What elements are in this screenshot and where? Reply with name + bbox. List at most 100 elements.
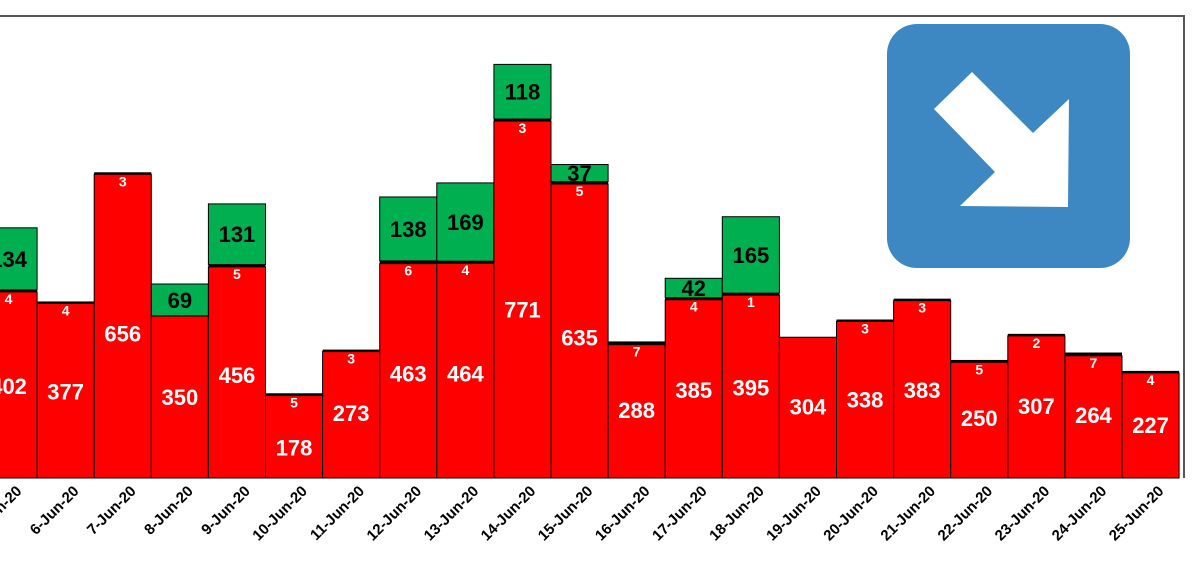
bar-red-segment [721, 294, 780, 479]
bar-black-segment [1007, 333, 1065, 336]
bar-red-segment [1121, 372, 1180, 479]
bar-black-segment [94, 172, 152, 175]
data-label-black: 4 [1147, 372, 1155, 388]
data-label-green: 138 [390, 217, 427, 242]
data-label-black: 5 [576, 183, 584, 199]
x-tick-label: 14-Jun-20 [478, 483, 540, 545]
data-label-green: 37 [567, 161, 591, 186]
bar-black-segment [265, 393, 323, 396]
bar-red-segment [950, 361, 1009, 479]
data-label-red: 456 [219, 363, 256, 388]
data-label-black: 4 [62, 302, 70, 318]
bar-red-segment [36, 302, 95, 479]
data-label-red: 464 [447, 361, 484, 386]
bar-black-segment [0, 289, 38, 292]
x-tick-label: 8-Jun-20 [141, 483, 197, 539]
data-label-red: 288 [618, 398, 655, 423]
bar-black-segment [722, 293, 780, 296]
bar-black-segment [436, 261, 494, 264]
data-label-red: 307 [1018, 394, 1055, 419]
data-label-red: 383 [904, 378, 941, 403]
bar-red-segment [778, 336, 838, 479]
bar-black-segment [551, 181, 609, 184]
data-label-green: 131 [219, 222, 256, 247]
data-label-black: 5 [233, 266, 241, 282]
data-label-red: 338 [847, 388, 884, 413]
bar-green-segment [150, 283, 209, 317]
bar-green-segment [436, 182, 495, 262]
bar-black-segment [1122, 370, 1180, 373]
data-label-red: 250 [961, 406, 998, 431]
data-label-red: 178 [276, 436, 313, 461]
bar-black-segment [608, 341, 666, 345]
data-label-green: 42 [682, 276, 706, 301]
x-tick-label: 18-Jun-20 [706, 483, 768, 545]
bar-red-segment [550, 183, 609, 479]
x-tick-label: 25-Jun-20 [1106, 483, 1168, 545]
x-tick-label: 20-Jun-20 [820, 483, 882, 545]
bar-black-segment [379, 260, 437, 264]
bar-red-segment [893, 300, 952, 479]
bar-red-segment [607, 344, 666, 479]
data-label-black: 7 [1090, 355, 1098, 371]
data-label-green: 69 [168, 288, 192, 313]
bar-green-segment [493, 63, 552, 120]
data-label-black: 4 [690, 299, 698, 315]
data-label-black: 5 [975, 361, 983, 377]
data-label-red: 385 [675, 378, 712, 403]
x-tick-label: 17-Jun-20 [649, 483, 711, 545]
bar-green-segment [721, 216, 780, 294]
x-tick-label: 22-Jun-20 [935, 483, 997, 545]
x-tick-label: 7-Jun-20 [84, 483, 140, 539]
x-tick-label: 24-Jun-20 [1049, 483, 1111, 545]
bar-red-segment [207, 266, 266, 479]
data-label-black: 3 [918, 300, 926, 316]
x-tick-label: 9-Jun-20 [198, 483, 254, 539]
x-tick-label: 19-Jun-20 [763, 483, 825, 545]
data-label-red: 395 [732, 376, 769, 401]
data-label-red: 227 [1132, 413, 1169, 438]
x-tick-label: 10-Jun-20 [249, 483, 311, 545]
data-label-black: 6 [404, 263, 412, 279]
data-label-red: 635 [561, 326, 598, 351]
data-label-green: 169 [447, 210, 484, 235]
x-tick-label: 21-Jun-20 [877, 483, 939, 545]
bar-red-segment [379, 263, 438, 479]
x-tick-label: 11-Jun-20 [307, 483, 368, 544]
bar-red-segment [1007, 335, 1066, 479]
bar-green-segment [0, 227, 38, 291]
data-label-green: 165 [732, 243, 769, 268]
bar-black-segment [1064, 352, 1122, 356]
data-label-black: 4 [461, 262, 469, 278]
data-label-red: 273 [333, 401, 370, 426]
bar-red-segment [436, 262, 495, 479]
x-tick-label: 16-Jun-20 [592, 483, 654, 545]
bar-green-segment [550, 164, 609, 183]
data-label-black: 3 [119, 173, 127, 189]
bar-green-segment [207, 203, 266, 266]
arrow-down-right-icon [887, 24, 1130, 268]
bar-black-segment [322, 349, 380, 352]
bar-red-segment [150, 315, 209, 479]
bar-red-segment [493, 120, 552, 479]
data-label-black: 2 [1032, 335, 1040, 351]
bar-green-segment [379, 196, 438, 262]
data-label-black: 3 [519, 120, 527, 136]
data-label-green: 134 [0, 247, 28, 272]
x-tick-label: 23-Jun-20 [992, 483, 1054, 545]
bar-black-segment [836, 319, 894, 322]
x-tick-label: 5-Jun-20 [0, 483, 25, 539]
data-label-red: 264 [1075, 403, 1112, 428]
data-label-red: 304 [790, 395, 827, 420]
data-label-red: 463 [390, 362, 427, 387]
bar-red-segment [836, 321, 895, 479]
bar-black-segment [37, 301, 95, 304]
bar-red-segment [265, 395, 324, 479]
data-label-black: 4 [5, 291, 13, 307]
x-tick-label: 13-Jun-20 [421, 483, 483, 545]
bar-black-segment [493, 119, 551, 122]
x-tick-label: 6-Jun-20 [27, 483, 83, 539]
data-label-black: 1 [747, 294, 755, 310]
data-label-red: 377 [47, 379, 84, 404]
